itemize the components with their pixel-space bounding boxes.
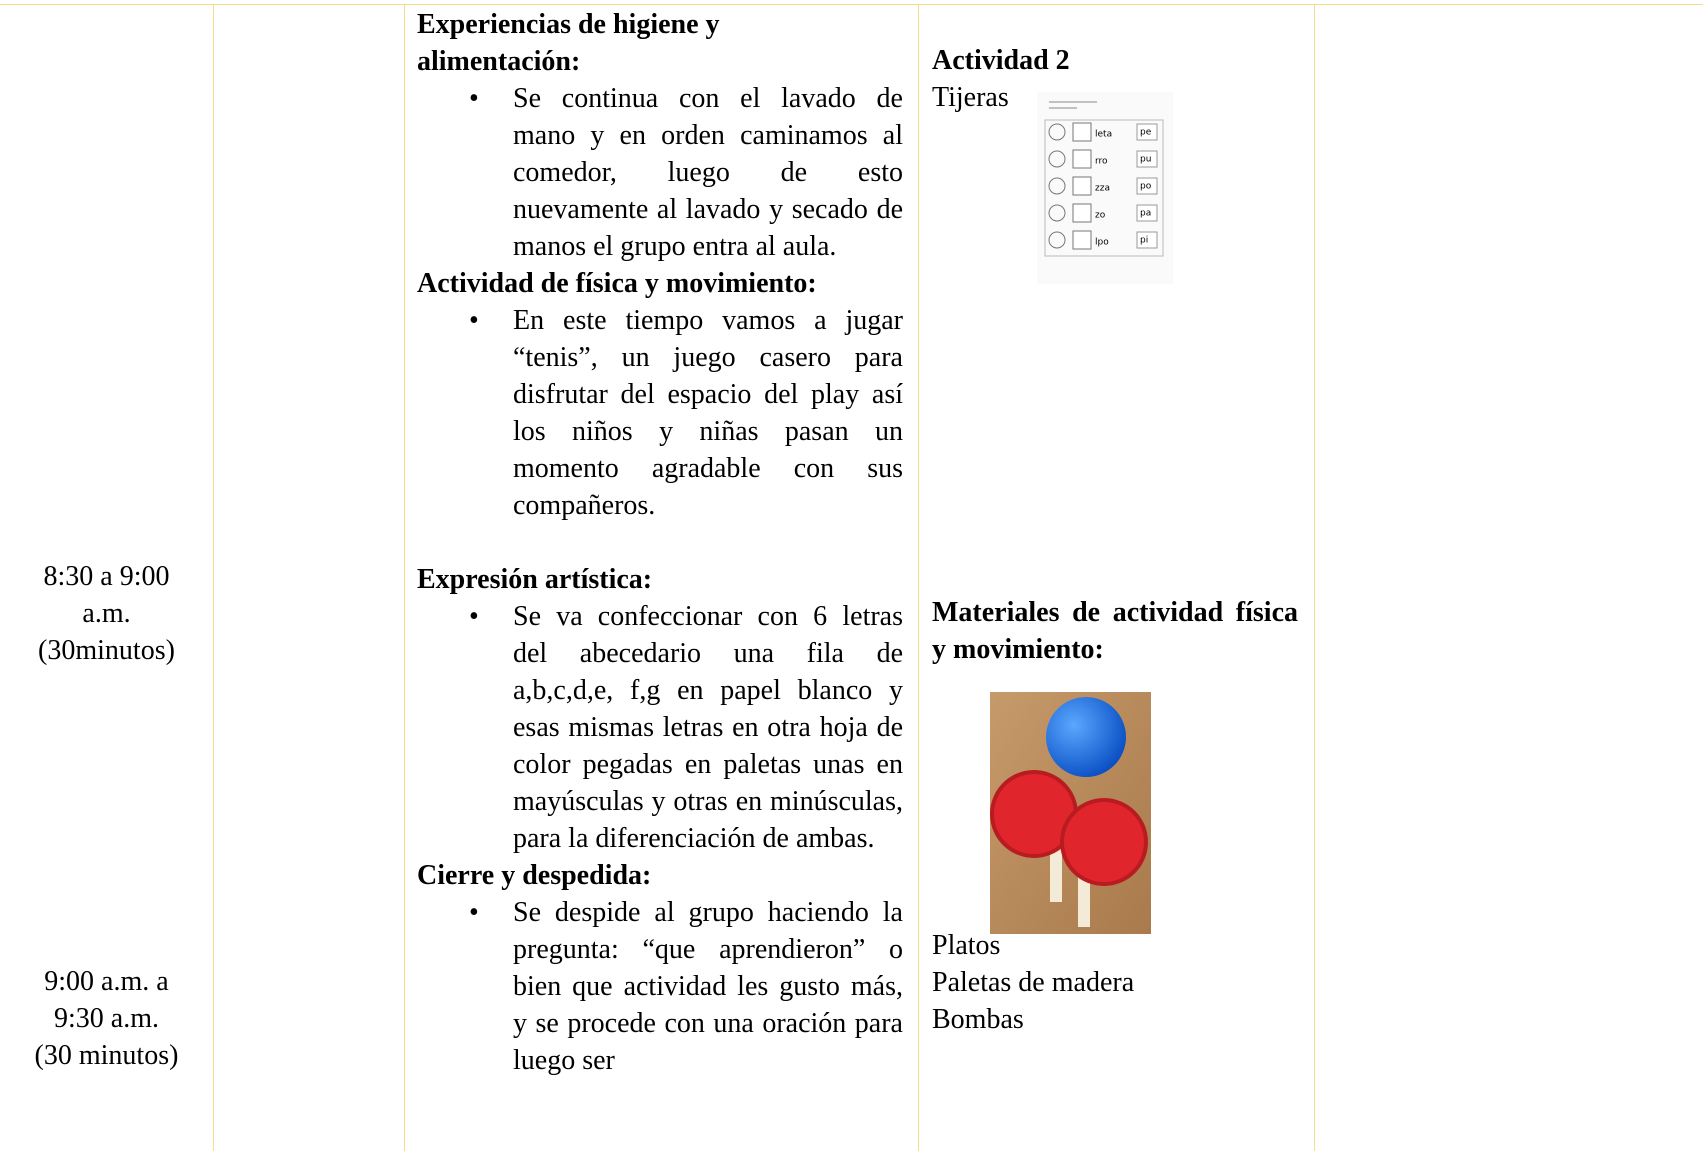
- column-border: [213, 5, 214, 1151]
- section-heading: Expresión artística:: [417, 564, 653, 595]
- time-line: 8:30 a 9:00: [43, 561, 170, 592]
- section-heading: Cierre y despedida:: [417, 860, 652, 891]
- worksheet-part: zza: [1095, 184, 1110, 194]
- worksheet-picture: [1048, 177, 1066, 195]
- worksheet-syllable: pu: [1140, 155, 1151, 165]
- worksheet-box: [1072, 230, 1092, 250]
- worksheet-picture: [1048, 123, 1066, 141]
- material-heading: Actividad 2: [932, 45, 1070, 76]
- column-border: [918, 5, 919, 1151]
- table-border: [0, 4, 1703, 5]
- time-line: (30 minutos): [34, 1040, 179, 1071]
- stick: [1050, 842, 1062, 902]
- worksheet-syllable: pa: [1140, 209, 1151, 219]
- worksheet-syllable: pi: [1140, 236, 1148, 246]
- worksheet-syllable-box: [1136, 177, 1158, 195]
- worksheet-picture: [1048, 204, 1066, 222]
- worksheet-box: [1072, 176, 1092, 196]
- balloon: [1046, 697, 1126, 777]
- worksheet-grid: [1044, 119, 1164, 257]
- worksheet-part: leta: [1095, 130, 1112, 140]
- worksheet-part: rro: [1095, 157, 1108, 167]
- plate: [1060, 798, 1148, 886]
- photo: [990, 692, 1151, 934]
- worksheet-syllable-box: [1136, 204, 1158, 222]
- activities-cell: Experiencias de higiene y alimentación:S…: [417, 6, 903, 1151]
- section-heading: Actividad de física y movimiento:: [417, 268, 817, 299]
- material-item: Bombas: [932, 1004, 1024, 1035]
- worksheet-picture: [1048, 150, 1066, 168]
- material-item: Tijeras: [932, 82, 1009, 113]
- worksheet-box: [1072, 122, 1092, 142]
- worksheet-box: [1072, 149, 1092, 169]
- material-list: Platos Paletas de madera Bombas: [932, 927, 1134, 1038]
- worksheet-part: lpo: [1095, 238, 1109, 248]
- bullet-item: En este tiempo vamos a jugar “tenis”, un…: [469, 302, 903, 524]
- bullet-item: Se va confeccionar con 6 letras del abec…: [469, 598, 903, 857]
- material-item: Platos: [932, 930, 1001, 961]
- worksheet-syllable-box: [1136, 123, 1158, 141]
- stick: [1078, 872, 1090, 927]
- time-cell: 8:30 a 9:00 a.m. (30minutos): [0, 558, 213, 669]
- worksheet-box: [1072, 203, 1092, 223]
- time-line: a.m.: [82, 598, 131, 629]
- time-line: 9:00 a.m. a: [44, 966, 169, 997]
- worksheet-picture: [1048, 231, 1066, 249]
- column-border: [404, 5, 405, 1151]
- worksheet-image: leta pe rro pu zza po zo pa lpo pi: [1037, 92, 1173, 284]
- worksheet-syllable-box: [1136, 150, 1158, 168]
- worksheet-part: zo: [1095, 211, 1106, 221]
- column-border: [1314, 5, 1315, 1151]
- time-line: 9:30 a.m.: [54, 1003, 159, 1034]
- time-line: (30minutos): [38, 635, 175, 666]
- bullet-item: Se despide al grupo haciendo la pregunta…: [469, 894, 903, 1079]
- bullet-item: Se continua con el lavado de mano y en o…: [469, 80, 903, 265]
- material-heading: Materiales de actividad física y movimie…: [932, 597, 1298, 665]
- section-heading: Experiencias de higiene y alimentación:: [417, 9, 720, 77]
- worksheet-syllable: pe: [1140, 128, 1152, 138]
- worksheet-syllable-box: [1136, 231, 1158, 249]
- time-cell: 9:00 a.m. a 9:30 a.m. (30 minutos): [0, 963, 213, 1074]
- material-item: Paletas de madera: [932, 967, 1135, 998]
- worksheet-syllable: po: [1140, 182, 1152, 192]
